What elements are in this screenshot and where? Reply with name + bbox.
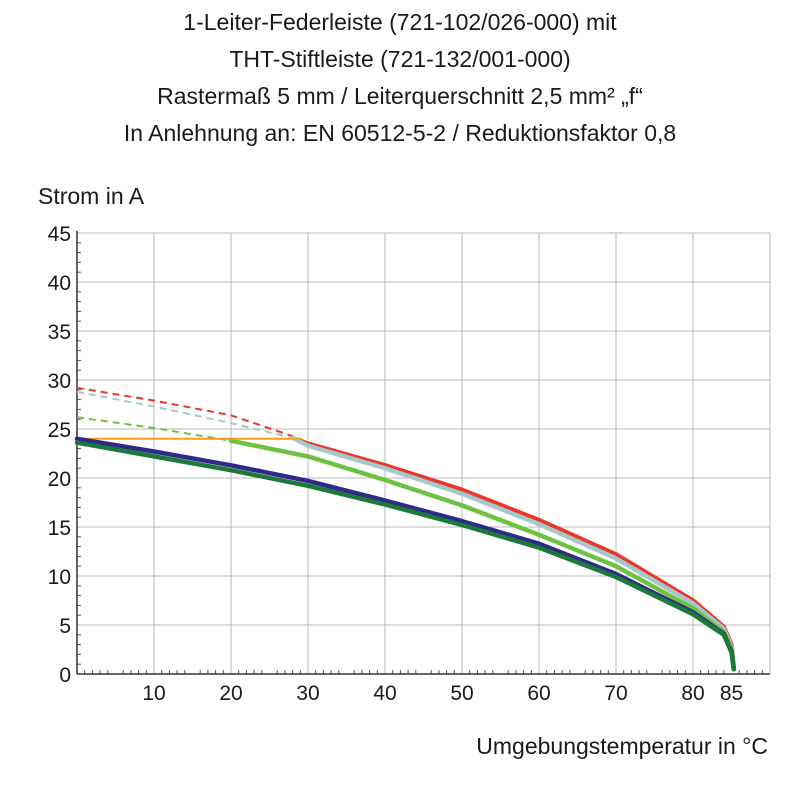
series-dashed-line	[76, 390, 293, 439]
y-tick-label: 5	[59, 615, 71, 638]
x-tick-label: 30	[296, 682, 319, 705]
title-line-3: Rastermaß 5 mm / Leiterquerschnitt 2,5 m…	[157, 83, 643, 109]
y-axis-title: Strom in A	[38, 183, 145, 209]
series-dashed-line	[76, 386, 301, 440]
grid	[77, 232, 771, 674]
x-tick-label: 40	[373, 682, 396, 705]
y-tick-label: 45	[48, 223, 71, 246]
series-line	[228, 438, 737, 672]
x-tick-label: 10	[142, 682, 165, 705]
chart-title: 1-Leiter-Federleiste (721-102/026-000) m…	[0, 4, 800, 152]
y-tick-label: 15	[48, 517, 71, 540]
x-tick-label: 50	[450, 682, 473, 705]
y-tick-label: 40	[48, 272, 71, 295]
y-tick-label: 10	[48, 566, 71, 589]
title-line-1: 1-Leiter-Federleiste (721-102/026-000) m…	[183, 9, 617, 35]
title-line-2: THT-Stiftleiste (721-132/001-000)	[229, 46, 571, 72]
y-tick-label: 30	[48, 370, 71, 393]
y-tick-label: 25	[48, 419, 71, 442]
x-tick-label: 60	[527, 682, 550, 705]
title-line-4: In Anlehnung an: EN 60512-5-2 / Reduktio…	[123, 120, 677, 146]
x-tick-label: 70	[604, 682, 627, 705]
x-axis-title: Umgebungstemperatur in °C	[476, 733, 768, 759]
series-lines	[74, 386, 737, 672]
series-line	[74, 440, 737, 672]
y-tick-label: 35	[48, 321, 71, 344]
axes	[76, 231, 770, 675]
x-tick-label: 20	[219, 682, 242, 705]
series-dashed-line	[76, 416, 232, 442]
tick-labels: 0 5 10 15 20 25 30 35 40 45 10 20 30 40 50 60 70 80 85	[48, 223, 744, 705]
x-tick-label: 80	[681, 682, 704, 705]
x-tick-label: 85	[720, 682, 743, 705]
y-tick-label: 0	[59, 664, 71, 687]
y-tick-label: 20	[48, 468, 71, 491]
